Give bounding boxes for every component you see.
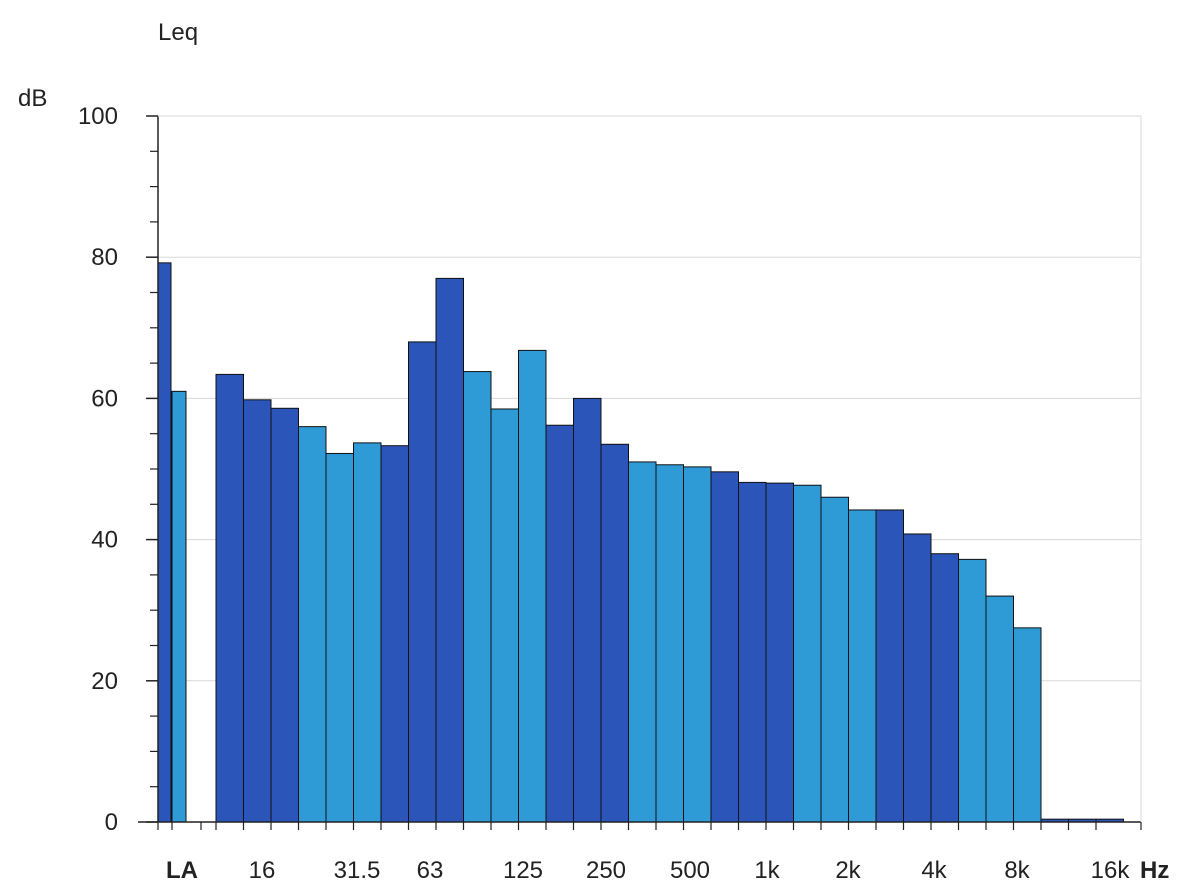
y-tick-label: 80 [91, 244, 118, 271]
y-tick-label: 0 [105, 809, 118, 836]
bar [573, 397, 602, 823]
bar [875, 509, 904, 823]
x-tick-label: 4k [921, 857, 947, 884]
x-tick-label: 125 [503, 857, 543, 884]
bar [628, 461, 657, 823]
bar [325, 452, 354, 823]
bar [958, 558, 987, 823]
bar [545, 424, 574, 823]
y-tick-label: 100 [78, 103, 118, 130]
x-tick-label: 250 [586, 857, 626, 884]
x-ticks: LA 16 31.5 63 125 250 500 1k 2k 4k 8k 16k [157, 822, 1142, 884]
bar [655, 464, 684, 823]
bar [930, 553, 959, 823]
x-tick-label: 1k [754, 857, 780, 884]
bar [353, 442, 382, 823]
bar [793, 484, 822, 823]
bar [765, 482, 794, 823]
bar [435, 277, 464, 823]
bar [985, 595, 1014, 823]
bar [298, 426, 327, 823]
bar [1013, 627, 1042, 823]
bar [171, 390, 187, 823]
y-tick-label: 20 [91, 668, 118, 695]
bar [408, 341, 437, 823]
bar [270, 407, 299, 823]
bar [518, 349, 547, 823]
x-tick-label: 63 [417, 857, 444, 884]
bars [157, 262, 1124, 823]
x-tick-label: 16 [249, 857, 276, 884]
bar [710, 471, 739, 823]
bar [157, 262, 172, 823]
bar [848, 509, 877, 823]
chart-title: Leq [158, 19, 198, 46]
axes [138, 115, 1142, 823]
bar [820, 496, 849, 823]
x-tick-label: 500 [670, 857, 710, 884]
x-axis-unit-label: Hz [1140, 857, 1169, 884]
bar [215, 373, 244, 823]
x-tick-label: 8k [1004, 857, 1030, 884]
y-axis-unit-label: dB [18, 85, 47, 112]
bar [903, 533, 932, 823]
bar [380, 445, 409, 823]
bar [463, 371, 492, 823]
bar [490, 408, 519, 823]
bar [683, 466, 712, 823]
x-tick-label: 31.5 [334, 857, 381, 884]
bar [600, 443, 629, 823]
y-tick-label: 60 [91, 385, 118, 412]
bar [738, 481, 767, 823]
x-tick-label: LA [166, 857, 198, 884]
y-ticks: 0 20 40 60 80 100 [78, 103, 158, 836]
bar [243, 399, 272, 823]
x-tick-label: 2k [835, 857, 861, 884]
x-tick-label: 16k [1091, 857, 1131, 884]
y-tick-label: 40 [91, 527, 118, 554]
